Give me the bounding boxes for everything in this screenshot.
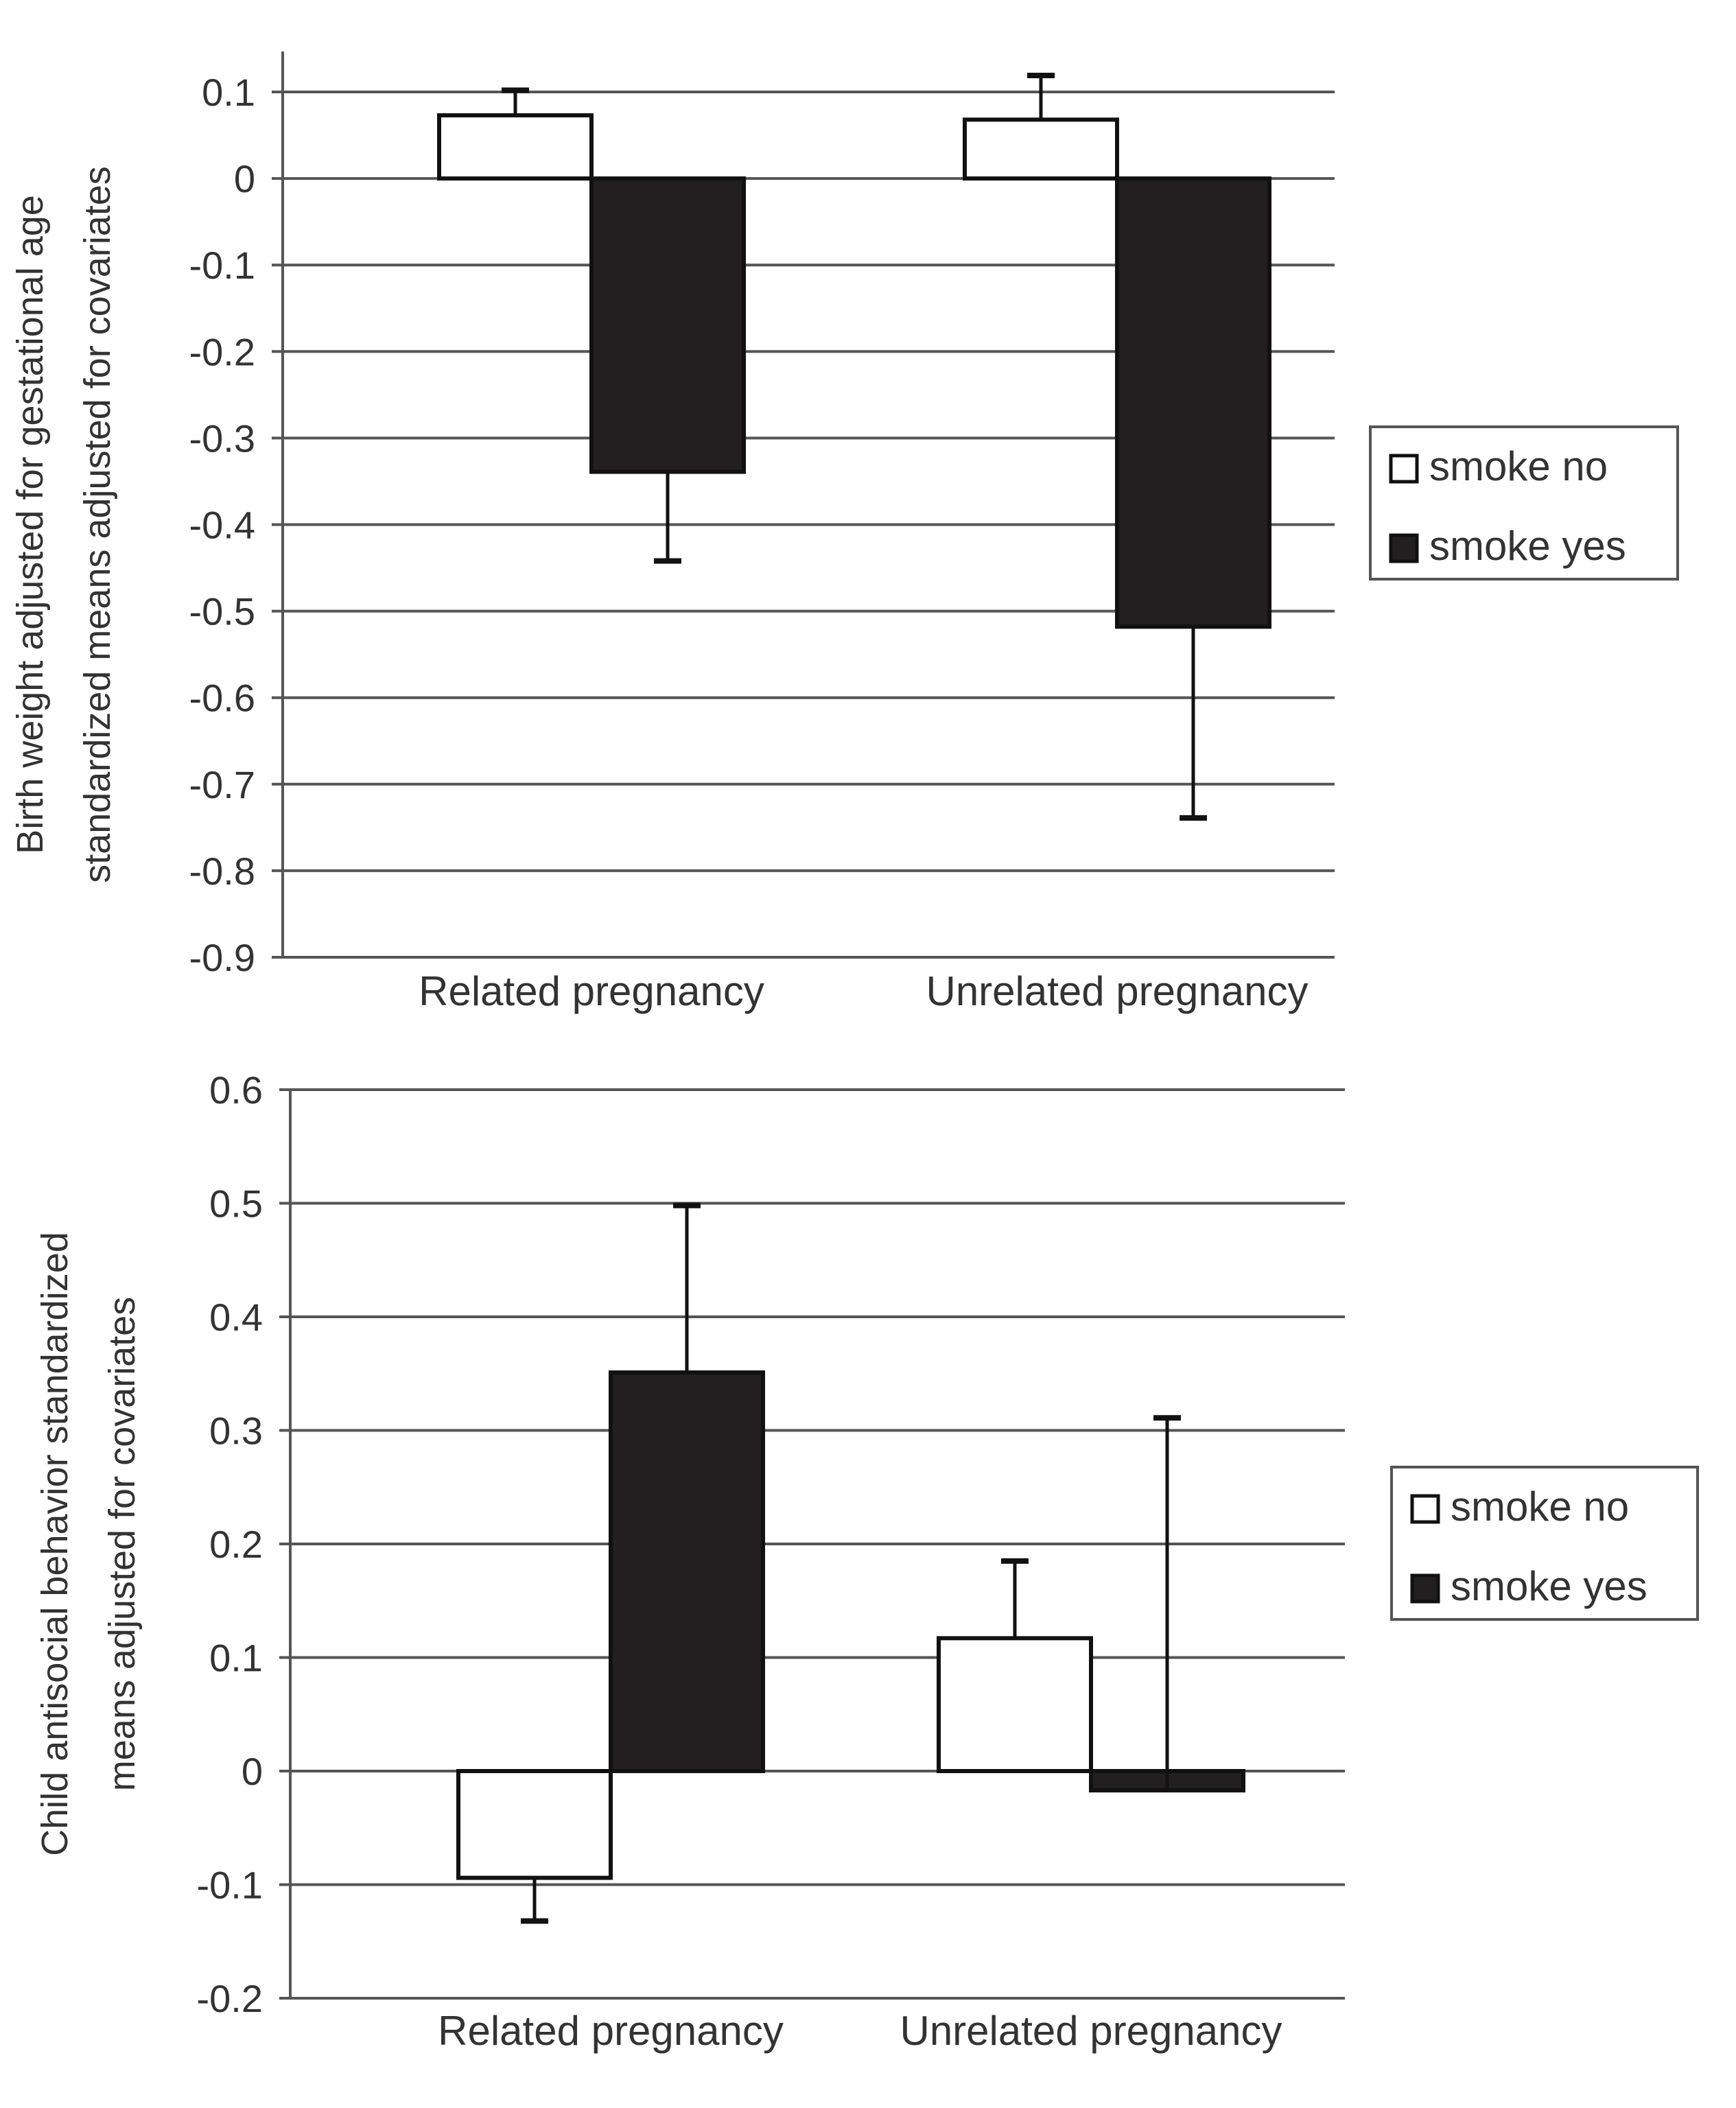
legend-swatch-smoke-yes	[1410, 1573, 1440, 1604]
chart-1: 0.1 0 -0.1 -0.2 -0.3 -0.4 -0.5 -0.6 -0.7 -0.8 -0.9…	[10, 51, 1679, 1014]
y-tick-label: 0.1	[209, 1637, 263, 1680]
y-tick-label: -0.8	[189, 850, 256, 893]
legend-box	[1390, 1466, 1699, 1621]
category-label: Related pregnancy	[438, 2008, 784, 2054]
bar-smoke-no	[963, 117, 1119, 181]
y-tick-label: -0.4	[189, 504, 256, 547]
y-tick-label: 0.4	[209, 1296, 263, 1339]
y-tick-label: 0	[242, 1750, 263, 1793]
y-tick-label: -0.3	[189, 417, 256, 460]
y-tick-label: -0.6	[189, 677, 256, 720]
y-tick-label: -0.5	[189, 590, 256, 633]
legend-swatch-smoke-no	[1389, 454, 1419, 484]
y-tick-label: -0.1	[197, 1864, 263, 1907]
y-tick-label: 0.5	[209, 1182, 263, 1226]
bar-smoke-no	[456, 1769, 613, 1880]
chart-2: 0.6 0.5 0.4 0.3 0.2 0.1 0 -0.1 -0.2 Child antisoc…	[34, 1068, 1699, 2054]
y-tick-label: 0.2	[209, 1523, 263, 1566]
legend-label: smoke no	[1451, 1484, 1629, 1530]
y-tick-label: 0.6	[209, 1068, 263, 1112]
y-axis-label: Child antisocial behavior standardized	[34, 1232, 75, 1856]
legend-swatch-smoke-no	[1410, 1494, 1440, 1524]
y-tick-label: -0.2	[197, 1977, 263, 2020]
bar-smoke-yes	[609, 1370, 765, 1773]
category-label: Unrelated pregnancy	[900, 2008, 1282, 2054]
legend-swatch-smoke-yes	[1389, 533, 1419, 563]
legend-box	[1369, 425, 1679, 581]
bar-smoke-yes	[1115, 176, 1271, 629]
category-label: Related pregnancy	[419, 968, 764, 1014]
legend-label: smoke yes	[1429, 523, 1626, 569]
bar-smoke-yes	[589, 176, 746, 474]
category-label: Unrelated pregnancy	[926, 968, 1308, 1014]
y-tick-label: 0.1	[202, 71, 255, 114]
legend: smoke no smoke yes	[1390, 1466, 1699, 1621]
y-tick-label: -0.9	[189, 936, 256, 979]
legend-label: smoke yes	[1451, 1563, 1647, 1609]
y-tick-label: 0.3	[209, 1409, 263, 1453]
y-tick-label: -0.1	[189, 244, 256, 287]
bar-smoke-no	[937, 1636, 1093, 1773]
y-tick-label: 0	[234, 157, 255, 200]
y-axis-label: standardized means adjusted for covariat…	[77, 166, 118, 883]
y-tick-label: -0.2	[189, 330, 256, 373]
bar-smoke-no	[437, 113, 594, 181]
y-axis-label: Birth weight adjusted for gestational ag…	[10, 195, 51, 854]
legend-label: smoke no	[1429, 443, 1608, 489]
y-tick-label: -0.7	[189, 763, 256, 806]
legend: smoke no smoke yes	[1369, 425, 1679, 581]
y-axis-label: means adjusted for covariates	[102, 1297, 143, 1791]
